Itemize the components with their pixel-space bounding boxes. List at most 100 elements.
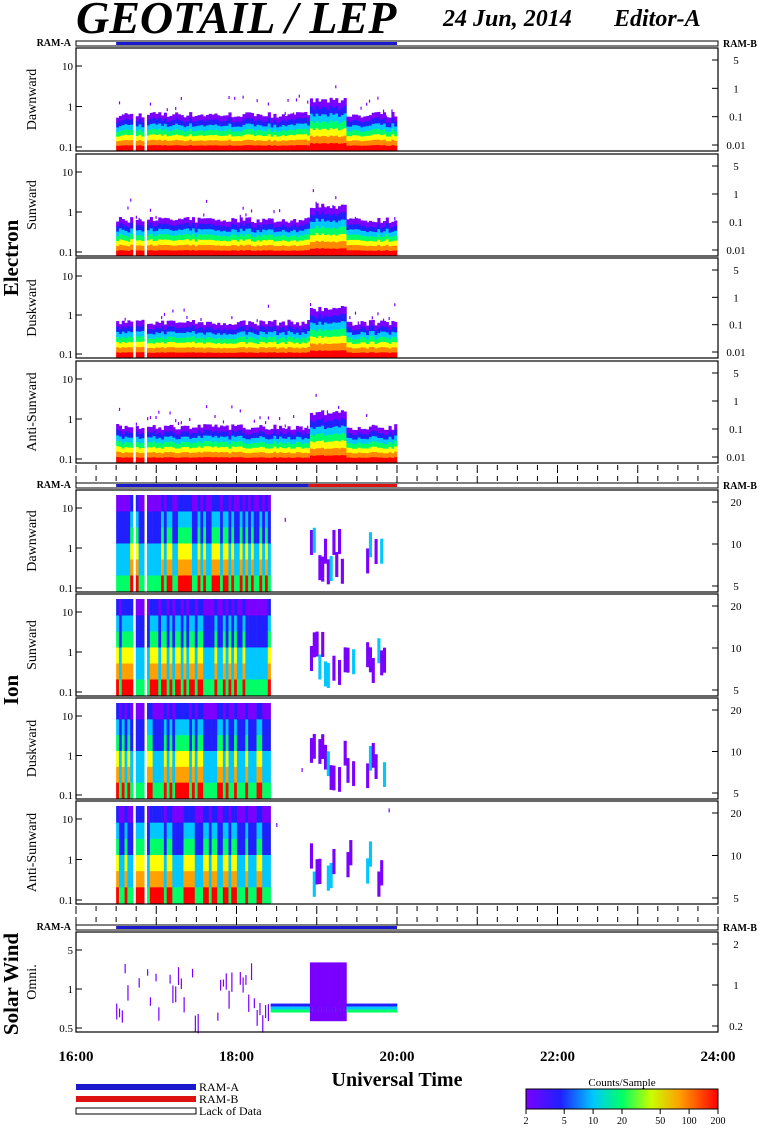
right-tick-label: 1 (733, 396, 739, 408)
heatmap-cell (135, 495, 139, 512)
heatmap-cell (248, 144, 252, 151)
heatmap-cell (217, 886, 221, 904)
heatmap-cell (116, 434, 120, 441)
heatmap-cell (214, 679, 218, 696)
heatmap-cell (186, 135, 190, 141)
heatmap-cell (349, 140, 353, 146)
heatmap-cell (138, 144, 142, 151)
heatmap-cell (287, 441, 291, 448)
heatmap-cell (363, 1009, 367, 1013)
heatmap-cell (318, 143, 322, 151)
heatmap-cell (259, 750, 263, 767)
heatmap-cell (253, 806, 257, 823)
heatmap-cell (293, 457, 297, 463)
heatmap-cell (374, 347, 378, 353)
heatmap-cell (208, 766, 212, 783)
heatmap-cell (186, 679, 190, 696)
heatmap-cell (152, 352, 156, 358)
heatmap-cell (155, 679, 159, 696)
heatmap-cell (354, 134, 358, 141)
heatmap-cell (155, 886, 159, 904)
heatmap-cell (214, 703, 218, 720)
heatmap-cell (231, 121, 235, 128)
heatmap-cell (318, 234, 322, 242)
heatmap-cell (363, 447, 367, 454)
heatmap-cell (318, 321, 322, 329)
heatmap-cell (293, 448, 297, 454)
heatmap-cell (264, 734, 269, 751)
heatmap-cell (186, 351, 190, 358)
heatmap-cell (321, 350, 325, 358)
heatmap-cell (264, 543, 269, 560)
x-tick-label: 18:00 (219, 1049, 254, 1065)
heatmap-cell (124, 347, 128, 353)
heatmap-cell (290, 230, 294, 236)
heatmap-cell (301, 429, 305, 435)
heatmap-cell (385, 341, 389, 348)
heatmap-cell (130, 124, 134, 130)
heatmap-cell (250, 750, 255, 767)
heatmap-cell (220, 631, 224, 648)
heatmap-cell (335, 142, 339, 151)
heatmap-cell (332, 440, 336, 449)
heatmap-cell (371, 118, 375, 124)
heatmap-cell (343, 440, 347, 449)
heatmap-cell (385, 121, 389, 128)
heatmap-cell (234, 239, 238, 246)
heatmap-cell (371, 240, 375, 247)
heatmap-cell (388, 456, 392, 463)
heatmap-cell (175, 139, 179, 146)
heatmap-cell (135, 647, 139, 664)
heatmap-cell (211, 451, 215, 458)
heatmap-cell (155, 326, 159, 333)
heatmap-cell (382, 1006, 387, 1010)
heatmap-cell (118, 430, 123, 437)
heatmap-cell (231, 456, 235, 463)
heatmap-cell (298, 239, 302, 246)
heatmap-cell (352, 134, 356, 141)
heatmap-cell (172, 452, 176, 458)
heatmap-cell (183, 511, 187, 528)
heatmap-cell (116, 838, 120, 855)
heatmap-cell (374, 222, 378, 228)
heatmap-cell (253, 236, 257, 242)
heatmap-cell (315, 232, 319, 241)
heatmap-cell (259, 114, 263, 121)
heatmap-cell (166, 806, 170, 823)
heatmap-cell (242, 220, 246, 227)
heatmap-cell (346, 758, 350, 783)
heatmap-cell (228, 559, 232, 576)
heatmap-cell (239, 320, 243, 327)
heatmap-cell (166, 244, 170, 251)
heatmap-cell (315, 343, 319, 351)
heatmap-cell (166, 336, 170, 342)
heatmap-cell (273, 451, 277, 458)
heatmap-cell (245, 233, 249, 240)
heatmap-cell (281, 134, 285, 141)
heatmap-cell (262, 527, 266, 544)
heatmap-cell (315, 324, 319, 332)
heatmap-cell (374, 334, 378, 340)
heatmap-cell (200, 347, 204, 353)
heatmap-cell (321, 106, 325, 115)
heatmap-cell (304, 328, 308, 334)
heatmap-cell (363, 452, 367, 458)
heatmap-cell (307, 428, 311, 435)
heatmap-cell (208, 218, 212, 224)
heatmap-cell (276, 352, 280, 358)
right-tick-label: 0.2 (729, 1021, 743, 1033)
heatmap-cell (180, 446, 184, 453)
heatmap-cell (197, 223, 201, 229)
heatmap-cell (354, 443, 358, 449)
heatmap-cell (127, 134, 131, 141)
heatmap-cell (191, 663, 196, 680)
heatmap-cell (161, 249, 165, 256)
heatmap-cell (281, 234, 285, 241)
heatmap-cell (315, 447, 319, 456)
heatmap-cell (298, 219, 302, 226)
heatmap-cell (175, 679, 179, 696)
heatmap-cell (217, 663, 221, 680)
heatmap-cell (307, 244, 311, 251)
left-tick-label: 0.1 (59, 583, 73, 595)
heatmap-cell (186, 575, 190, 592)
